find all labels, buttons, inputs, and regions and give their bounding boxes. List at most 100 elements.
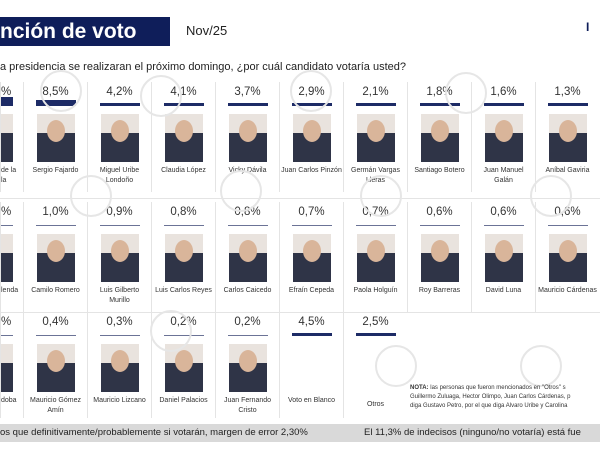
candidate-name: Aníbal Gaviria <box>545 167 590 174</box>
candidate-cell: 2,9% Juan Carlos Pinzón <box>279 82 343 192</box>
percentage-bar <box>36 225 76 226</box>
face-icon <box>495 120 513 142</box>
percentage-bar <box>292 225 332 226</box>
face-icon <box>47 240 65 262</box>
percentage-bar <box>548 225 588 226</box>
candidate-photo <box>229 114 267 162</box>
candidate-photo <box>229 344 267 392</box>
candidate-cell: 1,8% Santiago Botero <box>407 82 471 192</box>
percentage-label: 1,3% <box>554 86 581 98</box>
candidate-photo <box>165 114 203 162</box>
candidate-cell: 0,8% Carlos Caicedo <box>215 202 279 312</box>
percentage-label: % <box>1 86 12 98</box>
percentage-label: 1,8% <box>426 86 453 98</box>
percentage-bar <box>100 335 140 336</box>
face-icon <box>431 240 449 262</box>
candidate-name: Paola Holguín <box>353 287 398 294</box>
face-icon <box>239 350 257 372</box>
candidate-name: Carlos Caicedo <box>223 287 272 294</box>
candidate-name: Roy Barreras <box>418 287 461 294</box>
candidate-photo <box>1 344 13 392</box>
percentage-bar <box>484 103 524 106</box>
candidate-name: lenda <box>1 287 19 294</box>
percentage-bar <box>100 102 140 106</box>
date-label: Nov/25 <box>186 23 228 38</box>
candidate-name: Vicky Dávila <box>228 167 267 174</box>
candidate-name: Mauricio Cárdenas <box>538 287 597 294</box>
candidate-cell: 1,0% Camilo Romero <box>23 202 87 312</box>
percentage-bar <box>228 335 268 336</box>
percentage-label: 8,5% <box>42 86 69 98</box>
percentage-label: 1,0% <box>42 206 69 218</box>
candidate-photo <box>421 234 459 282</box>
percentage-bar <box>292 333 332 336</box>
face-icon <box>175 350 193 372</box>
percentage-bar <box>100 225 140 226</box>
candidate-name: Claudia López <box>161 167 206 174</box>
candidate-photo <box>165 234 203 282</box>
percentage-label: 2,1% <box>362 86 389 98</box>
candidate-cell: 0,4% Mauricio Gómez Amín <box>23 312 87 418</box>
candidate-photo <box>293 234 331 282</box>
candidate-name: Otros <box>366 401 385 408</box>
candidate-cell: 8,5% Sergio Fajardo <box>23 82 87 192</box>
candidate-name: doba <box>1 397 17 404</box>
candidate-name: de la la <box>1 167 17 184</box>
candidate-name: Sergio Fajardo <box>32 167 79 174</box>
candidate-cell: 0,8% Luis Carlos Reyes <box>151 202 215 312</box>
candidate-photo <box>549 114 587 162</box>
percentage-label: 0,9% <box>106 206 133 218</box>
candidate-name: Mauricio Lizcano <box>93 397 146 404</box>
candidate-cell: 1,3% Aníbal Gaviria <box>535 82 599 192</box>
candidate-photo <box>101 344 139 392</box>
percentage-bar <box>228 225 268 226</box>
candidate-photo <box>165 344 203 392</box>
candidate-name: Camilo Romero <box>31 287 80 294</box>
percentage-label: 0,2% <box>234 316 261 328</box>
face-icon <box>111 350 129 372</box>
percentage-bar <box>292 103 332 106</box>
note-line-1: las personas que fueron mencionados en "… <box>428 385 566 391</box>
percentage-bar <box>1 97 13 106</box>
footer-right-text: El 11,3% de indecisos (ninguno/no votarí… <box>364 427 581 438</box>
face-icon <box>175 120 193 142</box>
percentage-bar <box>356 225 396 226</box>
percentage-label: 2,9% <box>298 86 325 98</box>
question-text: a presidencia se realizaran el próximo d… <box>0 61 407 73</box>
candidate-cell: 3,7% Vicky Dávila <box>215 82 279 192</box>
candidate-photo <box>421 114 459 162</box>
percentage-bar <box>1 225 13 226</box>
percentage-bar <box>1 335 13 336</box>
note-line-3: diga Gustavo Petro, por el que diga Alva… <box>410 403 568 409</box>
percentage-label: 0,2% <box>170 316 197 328</box>
blu-radio-watermark <box>520 345 562 387</box>
percentage-bar <box>228 103 268 106</box>
percentage-bar <box>356 103 396 106</box>
percentage-bar <box>164 102 204 106</box>
face-icon <box>111 120 129 142</box>
candidate-photo <box>357 114 395 162</box>
row-divider <box>0 312 600 313</box>
candidate-cell: 2,5% Otros <box>343 312 407 418</box>
candidate-cell: 4,1% Claudia López <box>151 82 215 192</box>
face-icon <box>303 240 321 262</box>
percentage-bar <box>548 103 588 106</box>
candidate-cell: % de la la <box>0 82 24 192</box>
candidate-cell: 0,6% Roy Barreras <box>407 202 471 312</box>
percentage-bar <box>164 335 204 336</box>
candidate-cell: 4,5% Voto en Blanco <box>279 312 343 418</box>
candidate-name: Miguel Uribe Londoño <box>99 167 140 184</box>
candidate-name: Luis Carlos Reyes <box>155 287 212 294</box>
percentage-label: 0,7% <box>362 206 389 218</box>
footer-bar: os que definitivamente/probablemente si … <box>0 424 600 442</box>
candidate-photo <box>101 114 139 162</box>
note-line-2: Guillermo Zuluaga, Hector Olimpo, Juan C… <box>410 394 571 400</box>
candidate-photo <box>1 114 13 162</box>
candidate-photo <box>37 344 75 392</box>
candidate-cell: 1,6% Juan Manuel Galán <box>471 82 535 192</box>
candidate-photo <box>357 234 395 282</box>
face-icon <box>239 120 257 142</box>
candidate-photo <box>293 114 331 162</box>
candidate-name: Juan Fernando Cristo <box>223 397 272 414</box>
percentage-bar <box>356 333 396 336</box>
